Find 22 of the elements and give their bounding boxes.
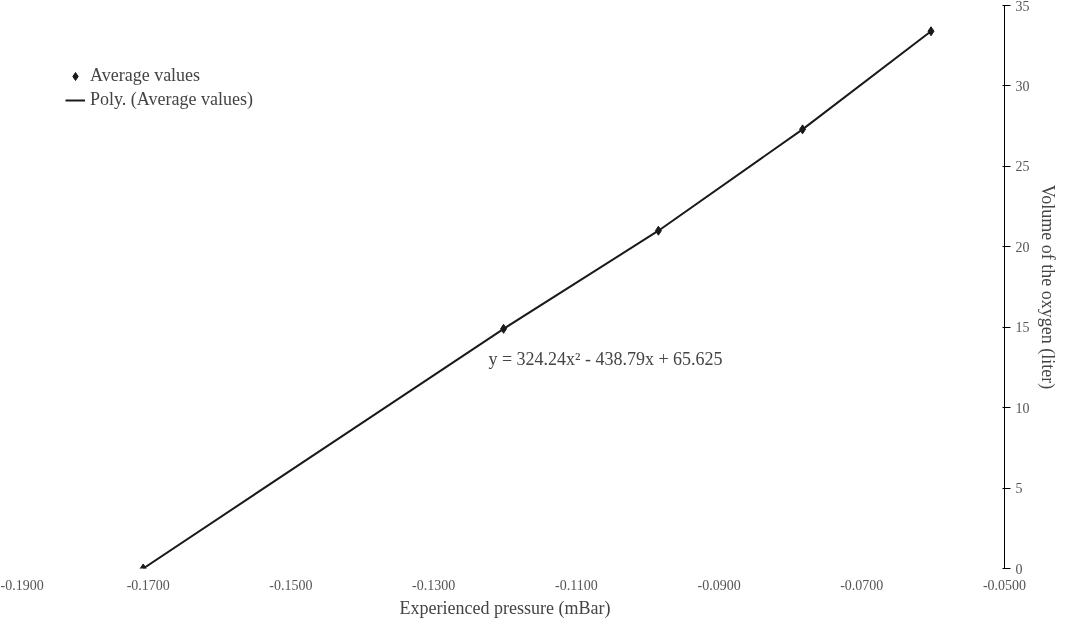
legend-label: Average values bbox=[90, 65, 201, 86]
annotation: y = 324.24x² - 438.79x + 65.625 bbox=[488, 348, 723, 369]
x-tick-label: -0.1700 bbox=[126, 577, 170, 593]
y-tick-label: 5 bbox=[1015, 481, 1023, 497]
x-tick-label: -0.0500 bbox=[982, 577, 1027, 593]
x-axis-title: Experienced pressure (mBar) bbox=[399, 597, 611, 619]
x-tick-label: -0.0900 bbox=[697, 577, 741, 593]
y-tick-label: 25 bbox=[1015, 159, 1030, 175]
y-tick-label: 35 bbox=[1015, 0, 1030, 14]
x-tick-label: -0.1500 bbox=[269, 577, 313, 593]
x-tick-label: -0.0700 bbox=[840, 577, 884, 593]
legend-label: Poly. (Average values) bbox=[90, 89, 253, 110]
x-tick-label: -0.1100 bbox=[555, 577, 598, 593]
x-tick-label: -0.1900 bbox=[0, 577, 44, 593]
y-tick-label: 0 bbox=[1015, 561, 1023, 577]
y-tick-label: 15 bbox=[1015, 320, 1030, 336]
point bbox=[927, 26, 935, 37]
x-tick-label: -0.1300 bbox=[412, 577, 456, 593]
y-tick-label: 20 bbox=[1015, 239, 1030, 255]
y-tick-label: 10 bbox=[1015, 400, 1030, 416]
y-axis-title: Volume of the oxygen (liter) bbox=[1036, 184, 1058, 390]
y-tick-label: 30 bbox=[1015, 78, 1030, 94]
